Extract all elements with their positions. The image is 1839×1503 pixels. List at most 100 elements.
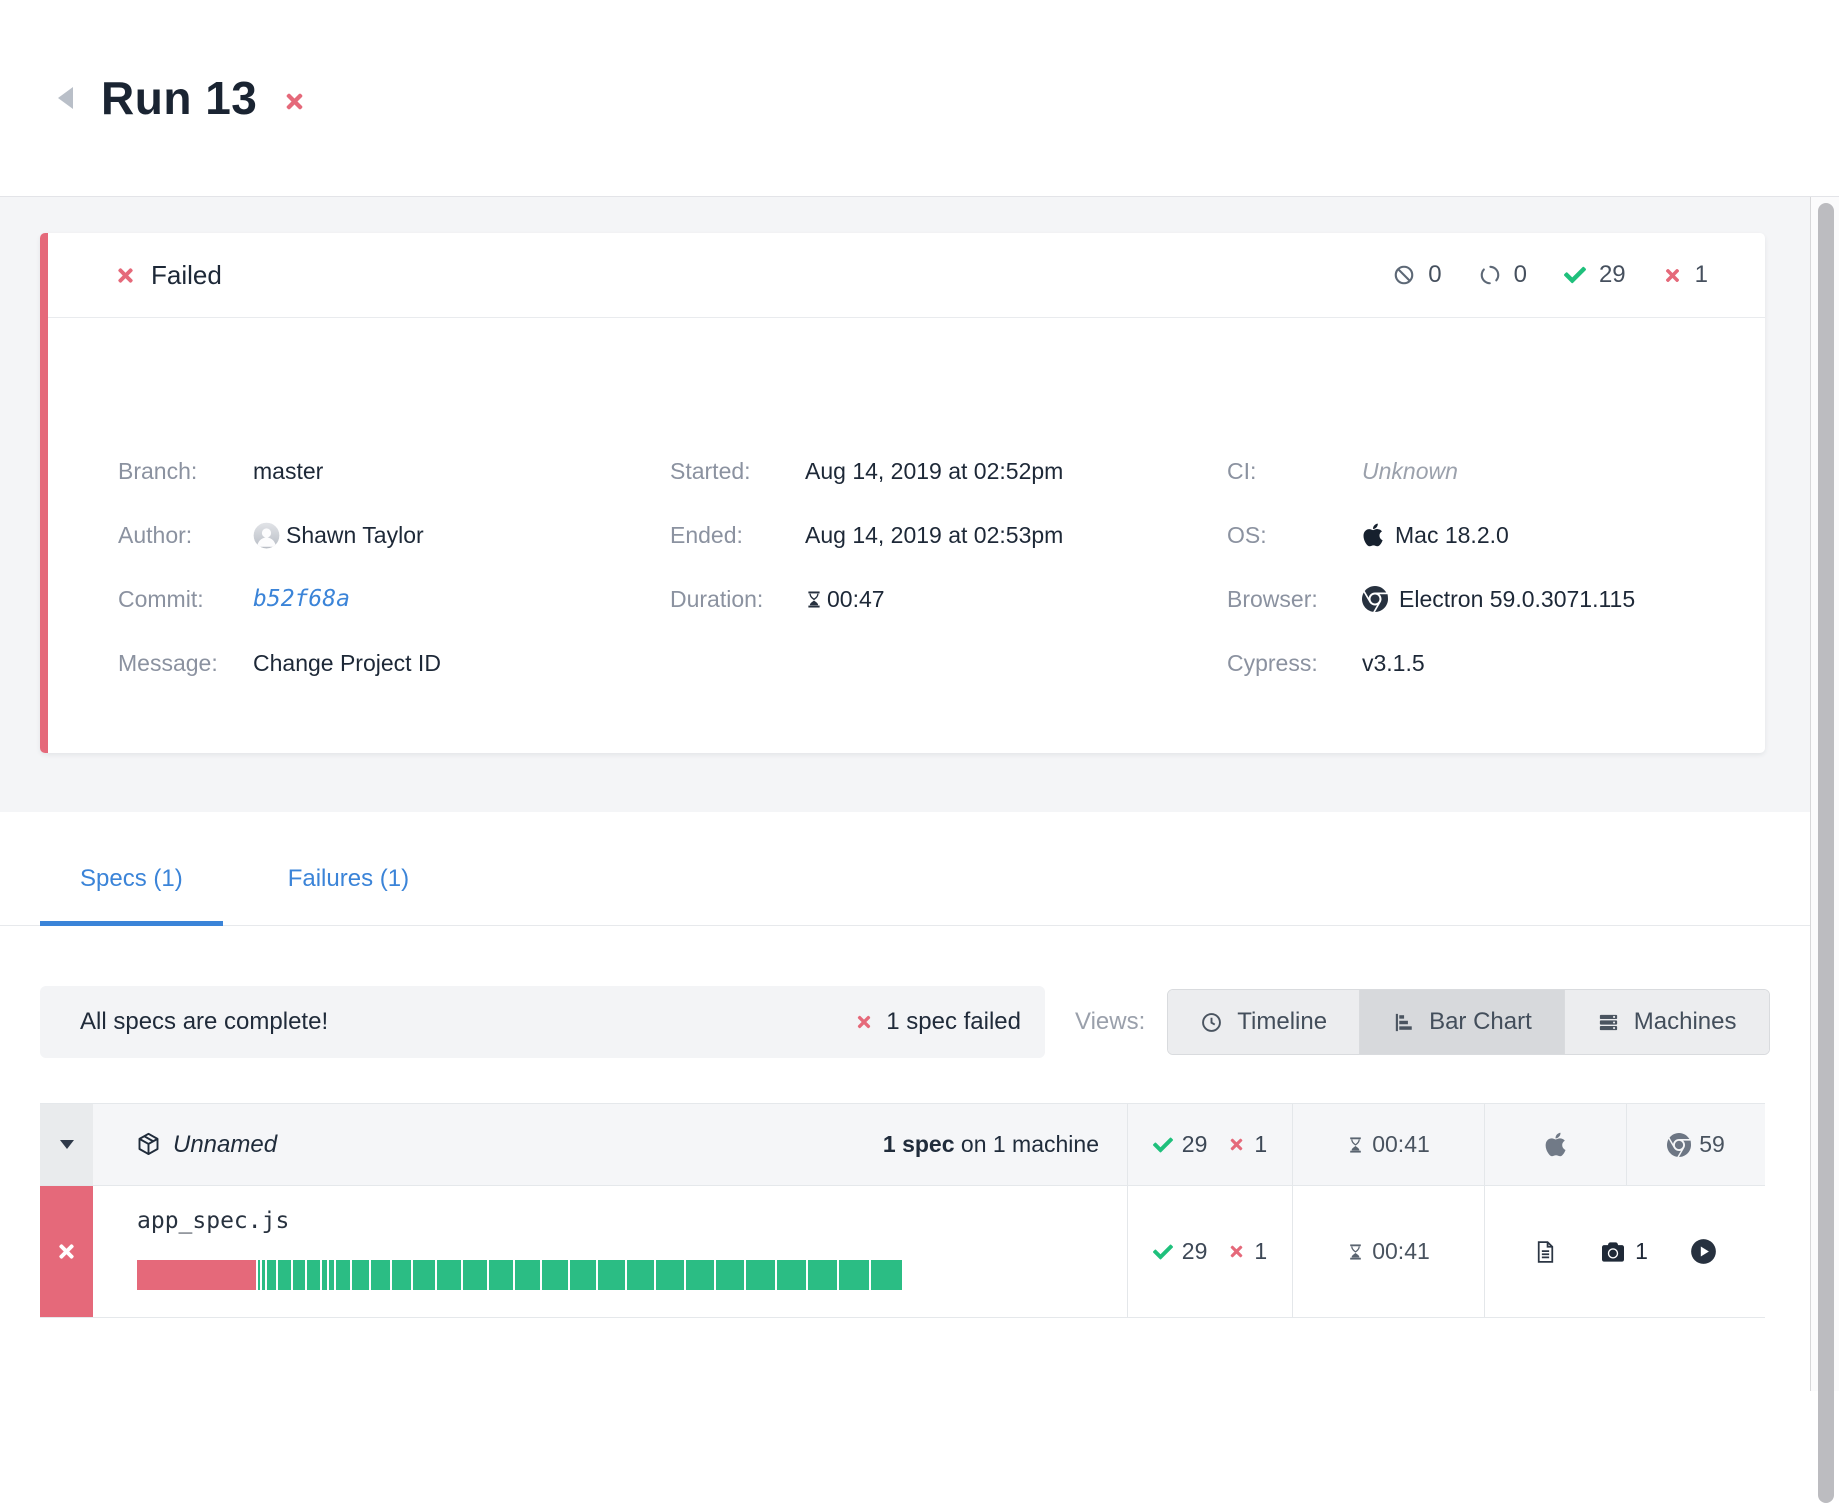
group-browser-cell: 59 (1626, 1104, 1765, 1185)
scrollbar-thumb[interactable] (1818, 203, 1834, 1503)
pending-circle-icon (1479, 264, 1501, 286)
views-switcher: Views: Timeline Bar Chart (1075, 989, 1770, 1055)
detail-browser: Browser: Electron 59.0.3071.115 (1227, 585, 1636, 612)
stat-skipped: 0 (1393, 261, 1442, 289)
run-details: Branch: master Author: Shawn Taylor (40, 318, 1765, 713)
white-x-icon (56, 1241, 77, 1262)
progress-segment-passed (488, 1260, 514, 1290)
spec-duration-cell: 00:41 (1292, 1186, 1484, 1317)
controls-row: All specs are complete! 1 spec failed Vi… (0, 986, 1839, 1058)
clock-icon (1200, 1011, 1223, 1034)
collapse-group-button[interactable] (40, 1104, 93, 1185)
caret-down-icon (59, 1140, 74, 1149)
commit-sha-link[interactable]: b52f68a (253, 586, 350, 612)
progress-segment-passed (871, 1260, 902, 1290)
progress-segment-passed (746, 1260, 775, 1290)
spec-failed-cell (40, 1186, 93, 1317)
progress-segment-passed (685, 1260, 714, 1290)
stat-skipped-count: 0 (1428, 261, 1442, 288)
progress-segment-passed (370, 1260, 390, 1290)
hourglass-icon (1347, 1241, 1364, 1263)
progress-segment-passed (839, 1260, 870, 1290)
specs-status-banner: All specs are complete! 1 spec failed (40, 986, 1045, 1058)
views-label: Views: (1075, 1008, 1146, 1035)
chrome-icon (1667, 1132, 1692, 1157)
bar-chart-icon (1392, 1011, 1415, 1034)
detail-branch: Branch: master (118, 457, 324, 484)
spec-failed: 1 (1228, 1238, 1267, 1265)
camera-icon (1600, 1241, 1626, 1263)
spec-row[interactable]: app_spec.js 29 1 (40, 1185, 1765, 1317)
progress-segment-passed (258, 1260, 261, 1290)
chrome-icon (1362, 586, 1388, 612)
run-summary-section: Failed 0 0 (0, 197, 1839, 812)
run-card-header: Failed 0 0 (40, 233, 1765, 318)
page-header: Run 13 (0, 0, 1839, 197)
apple-icon (1544, 1131, 1567, 1158)
group-main-cell: Unnamed 1 spec on 1 machine (93, 1104, 1127, 1185)
spec-main-cell: app_spec.js (93, 1186, 1127, 1317)
screenshot-count: 1 (1635, 1238, 1648, 1264)
progress-segment-failed (137, 1260, 257, 1290)
detail-ci: CI: Unknown (1227, 457, 1458, 484)
detail-cypress: Cypress: v3.1.5 (1227, 649, 1425, 676)
spec-failed-summary: 1 spec failed (855, 1008, 1021, 1036)
stat-failed: 1 (1663, 261, 1708, 289)
spec-passed: 29 (1152, 1238, 1207, 1265)
tab-specs[interactable]: Specs (1) (40, 832, 223, 926)
timeline-view-button[interactable]: Timeline (1168, 990, 1360, 1054)
detail-commit: Commit: b52f68a (118, 585, 350, 613)
author-name: Shawn Taylor (286, 521, 424, 548)
machines-view-button[interactable]: Machines (1563, 990, 1769, 1054)
x-icon (1228, 1243, 1245, 1260)
stdout-document-icon[interactable] (1533, 1239, 1558, 1265)
specs-complete-message: All specs are complete! (80, 1008, 329, 1035)
progress-segment-passed (306, 1260, 320, 1290)
hourglass-icon (1347, 1134, 1364, 1156)
progress-segment-passed (776, 1260, 806, 1290)
group-name: Unnamed (173, 1130, 278, 1158)
spec-progress-bar[interactable] (137, 1260, 902, 1290)
progress-segment-passed (321, 1260, 328, 1290)
progress-segment-passed (352, 1260, 369, 1290)
stat-passed: 29 (1563, 261, 1626, 289)
passed-check-icon (1563, 264, 1586, 286)
skipped-ban-icon (1393, 264, 1415, 286)
failed-accent-bar (40, 233, 48, 753)
check-icon (1152, 1135, 1173, 1155)
bar-chart-view-button[interactable]: Bar Chart (1359, 990, 1564, 1054)
author-avatar (253, 522, 280, 549)
run-status: Failed (115, 260, 222, 291)
detail-started: Started: Aug 14, 2019 at 02:52pm (670, 457, 1064, 484)
progress-segment-passed (335, 1260, 351, 1290)
run-stats: 0 0 29 (1393, 261, 1708, 289)
progress-segment-passed (262, 1260, 265, 1290)
stat-failed-count: 1 (1694, 261, 1708, 288)
group-duration-cell: 00:41 (1292, 1104, 1484, 1185)
progress-segment-passed (462, 1260, 487, 1290)
progress-segment-passed (569, 1260, 597, 1290)
failed-x-icon (1663, 266, 1682, 285)
run-card: Failed 0 0 (40, 233, 1765, 753)
os-value: Mac 18.2.0 (1395, 521, 1509, 548)
spec-duration: 00:41 (1372, 1238, 1430, 1264)
back-arrow-icon[interactable] (58, 87, 73, 109)
detail-duration: Duration: 00:47 (670, 585, 885, 612)
failed-x-icon (115, 265, 136, 286)
run-status-label: Failed (151, 259, 222, 290)
screenshots-button[interactable]: 1 (1600, 1238, 1648, 1265)
detail-os: OS: Mac 18.2.0 (1227, 521, 1509, 548)
play-video-button[interactable] (1690, 1238, 1717, 1265)
progress-segment-passed (278, 1260, 291, 1290)
progress-segment-passed (266, 1260, 277, 1290)
hourglass-icon (805, 588, 823, 611)
scroll-content: Failed 0 0 (0, 197, 1839, 1318)
stat-passed-count: 29 (1598, 261, 1626, 288)
progress-segment-passed (542, 1260, 568, 1290)
tab-failures[interactable]: Failures (1) (287, 864, 410, 892)
vertical-scrollbar (1810, 197, 1839, 1503)
spec-filename: app_spec.js (137, 1208, 290, 1234)
progress-segment-passed (807, 1260, 838, 1290)
duration-value: 00:47 (827, 585, 885, 612)
detail-author: Author: Shawn Taylor (118, 521, 424, 549)
